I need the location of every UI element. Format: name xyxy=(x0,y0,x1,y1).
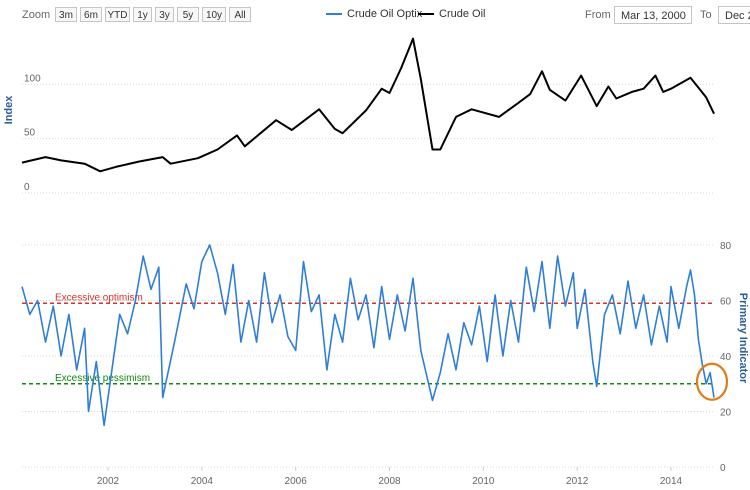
zoom-5y-button[interactable]: 5y xyxy=(177,7,199,22)
zoom-3m-button[interactable]: 3m xyxy=(55,7,77,22)
x-tick-label: 2010 xyxy=(472,476,495,487)
chart-toolbar: Zoom 3m 6m YTD 1y 3y 5y 10y All Crude Oi… xyxy=(0,0,750,30)
top-series-line xyxy=(21,37,715,173)
legend-label-crude-oil: Crude Oil xyxy=(439,8,486,20)
from-label: From xyxy=(585,9,611,21)
legend-item-crude-oil-optix[interactable]: Crude Oil Optix xyxy=(326,8,422,20)
bottom-y-tick-label: 80 xyxy=(720,241,732,252)
highlight-circle xyxy=(695,362,729,401)
grid-layer xyxy=(22,83,714,468)
top-y-tick-label: 0 xyxy=(24,182,30,193)
zoom-all-button[interactable]: All xyxy=(229,7,251,22)
top-y-axis-title: Index xyxy=(3,95,15,125)
legend-label-optix: Crude Oil Optix xyxy=(347,8,423,20)
bottom-y-axis-title: Primary Indicator xyxy=(737,293,749,384)
zoom-ytd-button[interactable]: YTD xyxy=(105,7,130,22)
bottom-y-tick-label: 40 xyxy=(720,352,732,363)
x-tick-label: 2002 xyxy=(97,476,120,487)
zoom-3y-button[interactable]: 3y xyxy=(155,7,174,22)
x-tick-label: 2006 xyxy=(285,476,308,487)
to-date-input[interactable]: Dec 2 xyxy=(718,6,750,24)
bottom-y-tick-label: 20 xyxy=(720,408,732,419)
x-tick-label: 2004 xyxy=(191,476,214,487)
x-tick-label: 2012 xyxy=(566,476,589,487)
reference-line-label: Excessive pessimism xyxy=(55,373,150,384)
top-y-tick-label: 100 xyxy=(24,73,41,84)
bottom-y-tick-label: 0 xyxy=(720,463,726,474)
zoom-1y-button[interactable]: 1y xyxy=(133,7,152,22)
x-tick-label: 2014 xyxy=(660,476,683,487)
reference-line-label: Excessive optimism xyxy=(55,292,143,303)
from-date-input[interactable]: Mar 13, 2000 xyxy=(614,6,692,24)
legend-swatch-optix xyxy=(326,13,342,16)
axis-layer: Index Primary Indicator 0 50 100 0 20 40 60 80 2… xyxy=(3,73,749,487)
annotation-layer xyxy=(695,362,729,401)
series-layer xyxy=(21,37,715,427)
zoom-10y-button[interactable]: 10y xyxy=(202,7,226,22)
bottom-series-line xyxy=(21,244,715,427)
x-tick-label: 2008 xyxy=(378,476,401,487)
to-label: To xyxy=(700,9,712,21)
bottom-y-tick-label: 60 xyxy=(720,297,732,308)
zoom-6m-button[interactable]: 6m xyxy=(80,7,102,22)
legend-item-crude-oil[interactable]: Crude Oil xyxy=(418,8,485,20)
legend-swatch-crude-oil xyxy=(418,13,434,16)
zoom-label: Zoom xyxy=(22,9,51,21)
top-y-tick-label: 50 xyxy=(24,128,36,139)
